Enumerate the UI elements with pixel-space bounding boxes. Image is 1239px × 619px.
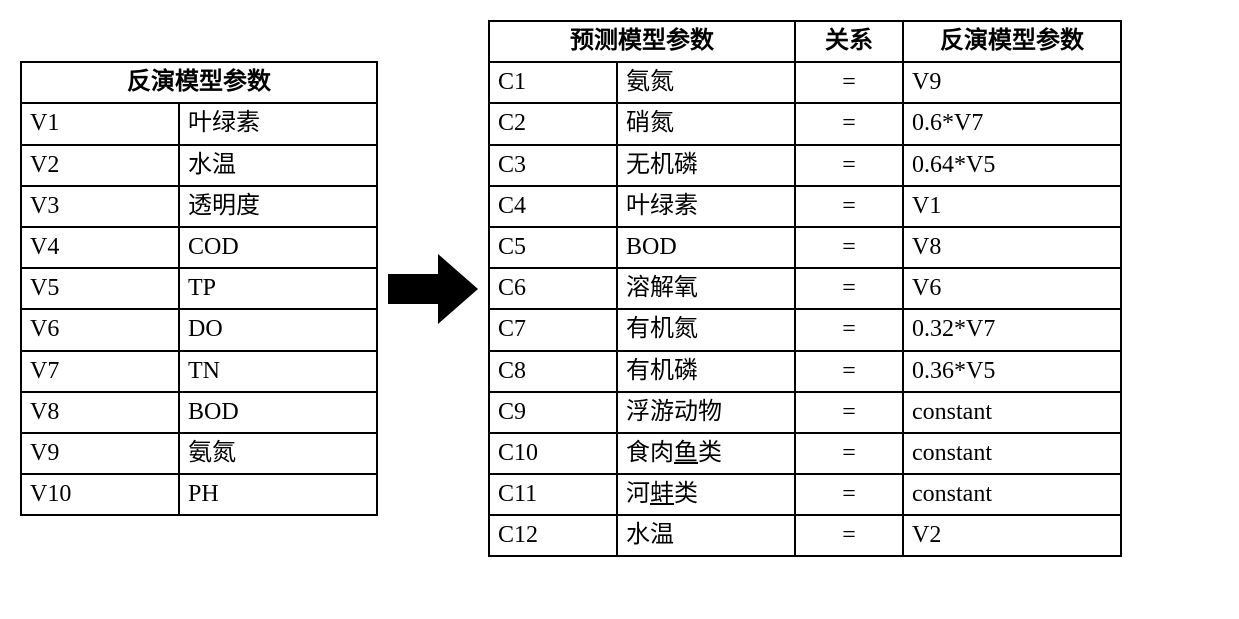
prediction-name: 无机磷: [617, 145, 795, 186]
prediction-code: C11: [489, 474, 617, 515]
prediction-code: C1: [489, 62, 617, 103]
inversion-expr: constant: [903, 433, 1121, 474]
inversion-expr: V9: [903, 62, 1121, 103]
inversion-name: 透明度: [179, 186, 377, 227]
prediction-code: C6: [489, 268, 617, 309]
prediction-code: C8: [489, 351, 617, 392]
inversion-name: 水温: [179, 145, 377, 186]
table-row: C5BOD=V8: [489, 227, 1121, 268]
inversion-expr: 0.6*V7: [903, 103, 1121, 144]
relation-cell: =: [795, 515, 903, 556]
prediction-name: 河蚌类: [617, 474, 795, 515]
prediction-name: 有机磷: [617, 351, 795, 392]
relation-cell: =: [795, 392, 903, 433]
prediction-name: BOD: [617, 227, 795, 268]
prediction-name: 硝氮: [617, 103, 795, 144]
relation-cell: =: [795, 268, 903, 309]
table-row: C4叶绿素=V1: [489, 186, 1121, 227]
relation-header: 关系: [795, 21, 903, 62]
table-row: C6溶解氧=V6: [489, 268, 1121, 309]
prediction-model-table: 预测模型参数 关系 反演模型参数 C1氨氮=V9C2硝氮=0.6*V7C3无机磷…: [488, 20, 1122, 557]
inversion-code: V2: [21, 145, 179, 186]
inversion-code: V3: [21, 186, 179, 227]
inversion-expr: V6: [903, 268, 1121, 309]
table-row: C1氨氮=V9: [489, 62, 1121, 103]
inversion-expr: V1: [903, 186, 1121, 227]
inversion-expr: constant: [903, 392, 1121, 433]
prediction-code: C7: [489, 309, 617, 350]
table-row: C8有机磷=0.36*V5: [489, 351, 1121, 392]
table-row: C7有机氮=0.32*V7: [489, 309, 1121, 350]
prediction-code: C12: [489, 515, 617, 556]
relation-cell: =: [795, 145, 903, 186]
table-row: C11河蚌类=constant: [489, 474, 1121, 515]
relation-cell: =: [795, 186, 903, 227]
relation-cell: =: [795, 474, 903, 515]
prediction-name: 食肉鱼类: [617, 433, 795, 474]
inversion-expr: V8: [903, 227, 1121, 268]
inversion-name: 叶绿素: [179, 103, 377, 144]
inversion-code: V10: [21, 474, 179, 515]
inversion-model-header: 反演模型参数: [21, 62, 377, 103]
table-row: C10食肉鱼类=constant: [489, 433, 1121, 474]
prediction-code: C10: [489, 433, 617, 474]
inversion-name: PH: [179, 474, 377, 515]
prediction-code: C4: [489, 186, 617, 227]
inversion-expr: V2: [903, 515, 1121, 556]
relation-cell: =: [795, 103, 903, 144]
prediction-name: 有机氮: [617, 309, 795, 350]
table-row: V3透明度: [21, 186, 377, 227]
table-row: V6DO: [21, 309, 377, 350]
inversion-name: BOD: [179, 392, 377, 433]
prediction-code: C3: [489, 145, 617, 186]
prediction-code: C9: [489, 392, 617, 433]
table-row: V10PH: [21, 474, 377, 515]
table-row: V2水温: [21, 145, 377, 186]
prediction-name: 叶绿素: [617, 186, 795, 227]
prediction-name: 溶解氧: [617, 268, 795, 309]
table-row: V4COD: [21, 227, 377, 268]
prediction-model-body: C1氨氮=V9C2硝氮=0.6*V7C3无机磷=0.64*V5C4叶绿素=V1C…: [489, 62, 1121, 556]
relation-cell: =: [795, 433, 903, 474]
inversion-param-header: 反演模型参数: [903, 21, 1121, 62]
arrow-icon: [388, 254, 478, 324]
table-row: C3无机磷=0.64*V5: [489, 145, 1121, 186]
relation-cell: =: [795, 227, 903, 268]
prediction-code: C5: [489, 227, 617, 268]
inversion-name: COD: [179, 227, 377, 268]
table-row: V8BOD: [21, 392, 377, 433]
inversion-expr: constant: [903, 474, 1121, 515]
relation-cell: =: [795, 309, 903, 350]
prediction-model-header: 预测模型参数: [489, 21, 795, 62]
table-row: C12水温=V2: [489, 515, 1121, 556]
prediction-name: 水温: [617, 515, 795, 556]
prediction-name: 浮游动物: [617, 392, 795, 433]
inversion-name: TP: [179, 268, 377, 309]
table-row: V1叶绿素: [21, 103, 377, 144]
inversion-code: V5: [21, 268, 179, 309]
inversion-code: V6: [21, 309, 179, 350]
inversion-code: V9: [21, 433, 179, 474]
inversion-name: 氨氮: [179, 433, 377, 474]
inversion-name: DO: [179, 309, 377, 350]
inversion-model-table: 反演模型参数 V1叶绿素V2水温V3透明度V4CODV5TPV6DOV7TNV8…: [20, 61, 378, 516]
table-row: C2硝氮=0.6*V7: [489, 103, 1121, 144]
inversion-model-body: V1叶绿素V2水温V3透明度V4CODV5TPV6DOV7TNV8BODV9氨氮…: [21, 103, 377, 515]
relation-cell: =: [795, 62, 903, 103]
table-row: V7TN: [21, 351, 377, 392]
table-row: V5TP: [21, 268, 377, 309]
inversion-code: V4: [21, 227, 179, 268]
inversion-expr: 0.36*V5: [903, 351, 1121, 392]
prediction-code: C2: [489, 103, 617, 144]
table-row: C9浮游动物=constant: [489, 392, 1121, 433]
table-row: V9氨氮: [21, 433, 377, 474]
inversion-expr: 0.64*V5: [903, 145, 1121, 186]
inversion-expr: 0.32*V7: [903, 309, 1121, 350]
prediction-name: 氨氮: [617, 62, 795, 103]
inversion-code: V7: [21, 351, 179, 392]
inversion-name: TN: [179, 351, 377, 392]
inversion-code: V1: [21, 103, 179, 144]
relation-cell: =: [795, 351, 903, 392]
inversion-code: V8: [21, 392, 179, 433]
